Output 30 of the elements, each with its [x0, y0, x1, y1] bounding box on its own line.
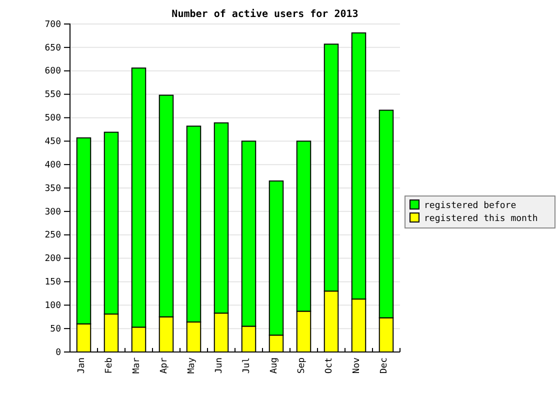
y-tick-label: 50 [50, 324, 61, 334]
y-tick-label: 600 [44, 66, 61, 77]
x-tick-label: Jul [242, 357, 252, 374]
y-tick-label: 300 [44, 207, 61, 218]
x-tick-label: Jun [214, 357, 225, 374]
x-tick-label: Sep [297, 357, 308, 374]
x-tick-label: Mar [132, 356, 142, 374]
y-tick-label: 650 [44, 43, 61, 54]
legend-label: registered this month [424, 214, 538, 224]
x-tick-label: Nov [352, 357, 362, 374]
y-tick-label: 700 [44, 20, 61, 30]
x-tick-label: Aug [270, 357, 280, 374]
y-tick-label: 250 [44, 230, 61, 241]
legend-label: registered before [424, 201, 516, 211]
chart-title: Number of active users for 2013 [172, 8, 358, 20]
y-tick-label: 100 [44, 301, 61, 312]
y-tick-label: 400 [44, 160, 61, 170]
y-tick-label: 450 [44, 137, 61, 148]
y-tick-label: 200 [44, 254, 61, 264]
x-tick-label: Feb [104, 357, 115, 374]
x-tick-label: Jan [77, 357, 88, 374]
x-tick-label: Apr [160, 356, 170, 374]
y-tick-label: 0 [56, 348, 61, 358]
y-tick-label: 150 [44, 278, 61, 288]
y-tick-label: 550 [44, 90, 61, 100]
y-tick-label: 350 [44, 184, 61, 194]
y-tick-label: 500 [44, 114, 61, 124]
x-tick-label: May [187, 356, 198, 374]
x-tick-label: Dec [380, 357, 390, 374]
x-tick-label: Oct [324, 357, 335, 374]
